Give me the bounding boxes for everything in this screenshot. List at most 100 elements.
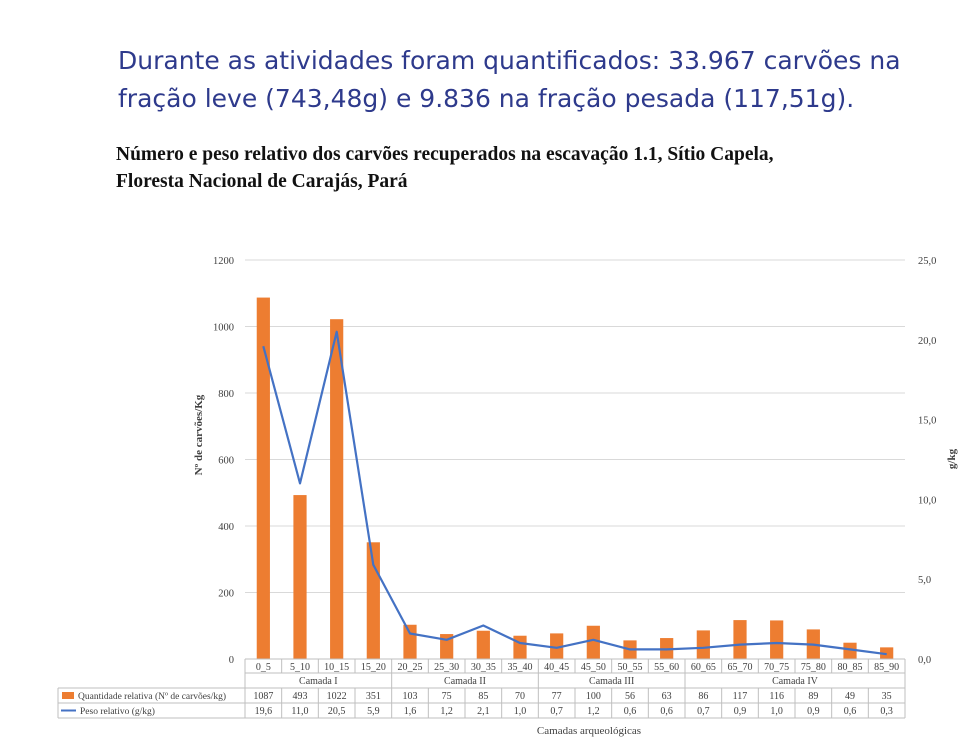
y-tick-label-left: 200: [218, 589, 234, 600]
line-series-peso: [262, 330, 887, 656]
x-tick-label: 25_30: [434, 662, 459, 673]
bar-value-label: 49: [845, 691, 855, 702]
y-tick-label-right: 0,0: [918, 655, 931, 666]
x-tick-label: 65_70: [728, 662, 753, 673]
bar-series-quantidade: [256, 297, 894, 659]
x-tick-label: 45_50: [581, 662, 606, 673]
line-value-label: 1,2: [587, 706, 600, 717]
x-tick-label: 50_55: [618, 662, 643, 673]
y-tick-label-left: 800: [218, 389, 234, 400]
line-value-label: 1,2: [440, 706, 453, 717]
bar-40_45: [550, 633, 564, 659]
x-tick-label: 30_35: [471, 662, 496, 673]
bar-10_15: [330, 319, 344, 659]
y-axis-title-right: g/kg: [946, 448, 958, 469]
slide-heading-line-2: fração leve (743,48g) e 9.836 na fração …: [118, 84, 855, 113]
line-value-label: 20,5: [328, 706, 346, 717]
line-value-label: 1,6: [404, 706, 417, 717]
bar-35_40: [513, 635, 527, 659]
bar-value-label: 35: [882, 691, 892, 702]
bar-value-label: 63: [662, 691, 672, 702]
x-tick-label: 80_85: [838, 662, 863, 673]
x-tick-label: 75_80: [801, 662, 826, 673]
line-value-label: 0,9: [734, 706, 747, 717]
line-value-label: 0,7: [550, 706, 563, 717]
bar-value-label: 56: [625, 691, 635, 702]
bar-value-label: 100: [586, 691, 601, 702]
legend-key-bar: [62, 692, 74, 699]
line-value-label: 1,0: [514, 706, 527, 717]
y-tick-label-right: 25,0: [918, 256, 936, 267]
bar-value-label: 86: [698, 691, 708, 702]
figure-caption: Número e peso relativo dos carvões recup…: [116, 141, 936, 195]
bar-80_85: [843, 642, 857, 659]
x-tick-label: 20_25: [398, 662, 423, 673]
line-value-label: 0,7: [697, 706, 710, 717]
bar-value-label: 1022: [327, 691, 347, 702]
y-tick-label-right: 10,0: [918, 495, 936, 506]
y-tick-label-left: 1200: [213, 256, 234, 267]
x-tick-label: 5_10: [290, 662, 310, 673]
y-tick-label-left: 600: [218, 456, 234, 467]
line-peso-relativo: [262, 330, 887, 656]
x-tick-label: 10_15: [324, 662, 349, 673]
bar-70_75: [770, 620, 784, 659]
x-axis-title: Camadas arqueológicas: [537, 725, 641, 737]
bar-value-label: 85: [478, 691, 488, 702]
bar-value-label: 1087: [253, 691, 273, 702]
bar-value-label: 89: [808, 691, 818, 702]
x-tick-label: 35_40: [508, 662, 533, 673]
y-tick-label-right: 5,0: [918, 575, 931, 586]
group-label: Camada III: [589, 676, 634, 687]
group-label: Camada IV: [772, 676, 819, 687]
bar-value-label: 70: [515, 691, 525, 702]
bar-65_70: [733, 620, 747, 659]
y-tick-label-left: 400: [218, 522, 234, 533]
legend-label-line: Peso relativo (g/kg): [80, 706, 155, 717]
bar-value-label: 77: [552, 691, 562, 702]
y-tick-label-left: 1000: [213, 323, 234, 334]
gridlines: [245, 259, 905, 660]
line-value-label: 1,0: [770, 706, 783, 717]
bar-20_25: [403, 624, 417, 659]
slide-heading-line-1: Durante as atividades foram quantificado…: [118, 46, 901, 75]
bar-60_65: [696, 630, 710, 659]
line-value-label: 0,3: [880, 706, 893, 717]
group-label: Camada II: [444, 676, 486, 687]
slide-heading: Durante as atividades foram quantificado…: [118, 42, 923, 118]
line-value-label: 2,1: [477, 706, 490, 717]
x-tick-label: 60_65: [691, 662, 716, 673]
legend-label-bar: Quantidade relativa (Nº de carvões/kg): [78, 691, 226, 702]
bar-value-label: 103: [403, 691, 418, 702]
bar-0_5: [256, 297, 270, 659]
axes: 0 200 400 600 800 1000 1200 0,0 5,0 10,0 15,0 20,0 2…: [213, 256, 936, 666]
bar-value-label: 75: [442, 691, 452, 702]
line-value-label: 0,6: [844, 706, 857, 717]
x-tick-label: 0_5: [256, 662, 271, 673]
line-value-label: 19,6: [255, 706, 273, 717]
figure-caption-line-1: Número e peso relativo dos carvões recup…: [116, 144, 774, 165]
line-value-label: 0,6: [660, 706, 673, 717]
bar-value-label: 116: [769, 691, 784, 702]
bar-value-label: 351: [366, 691, 381, 702]
y-tick-label-right: 15,0: [918, 416, 936, 427]
bar-5_10: [293, 495, 307, 659]
line-value-label: 5,9: [367, 706, 380, 717]
x-tick-label: 70_75: [764, 662, 789, 673]
line-value-label: 0,6: [624, 706, 637, 717]
bar-value-label: 117: [733, 691, 748, 702]
bar-30_35: [476, 630, 490, 659]
x-tick-label: 55_60: [654, 662, 679, 673]
x-tick-label: 85_90: [874, 662, 899, 673]
bar-value-label: 493: [293, 691, 308, 702]
y-tick-label-right: 20,0: [918, 336, 936, 347]
line-value-label: 11,0: [291, 706, 308, 717]
data-table: Camada I Camada II Camada III Camada IV 0_5 5…: [57, 659, 906, 719]
figure-caption-line-2: Floresta Nacional de Carajás, Pará: [116, 171, 408, 192]
bar-45_50: [586, 625, 600, 659]
group-label: Camada I: [299, 676, 338, 687]
y-tick-label-left: 0: [229, 655, 234, 666]
x-tick-label: 40_45: [544, 662, 569, 673]
line-value-label: 0,9: [807, 706, 820, 717]
